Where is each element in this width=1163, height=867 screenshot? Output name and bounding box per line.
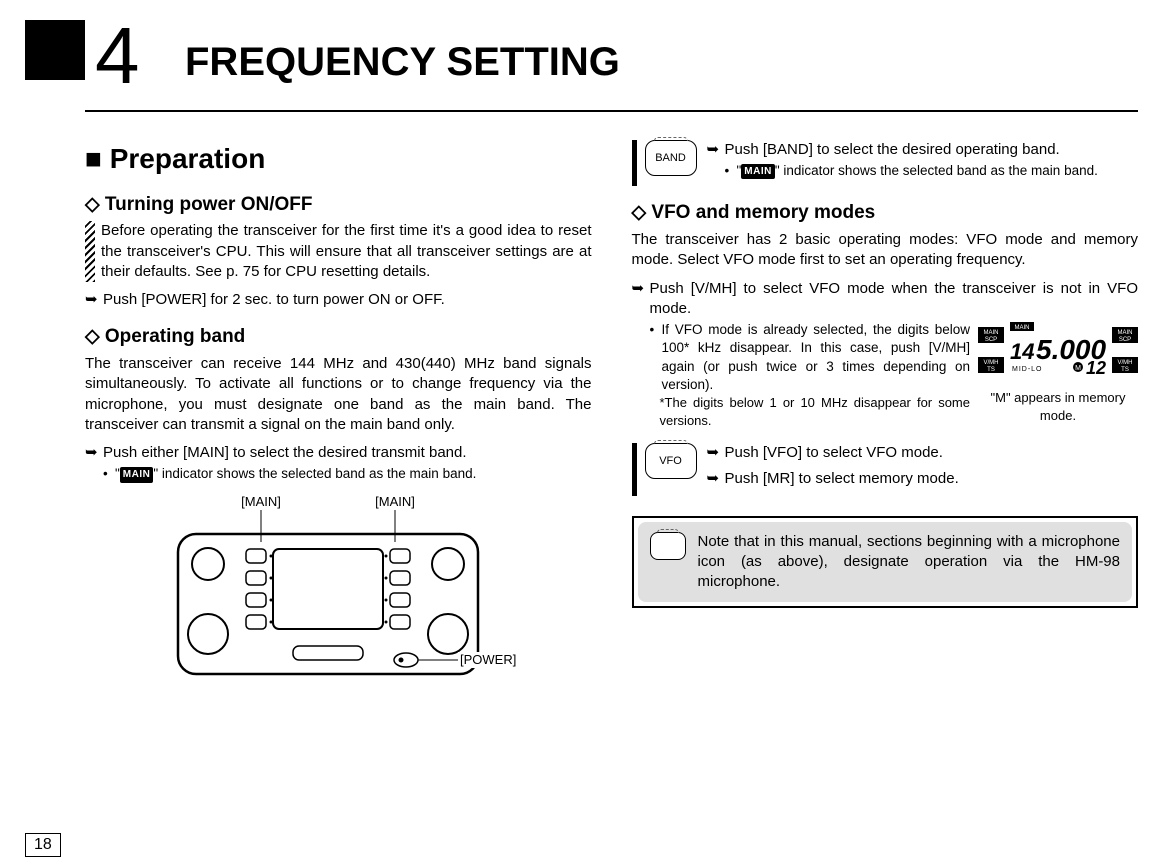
cpu-reset-text: Before operating the transceiver for the… — [101, 221, 592, 282]
main-indicator-text: " indicator shows the selected band as t… — [153, 466, 476, 481]
mic-icon — [650, 532, 686, 560]
main-badge-icon: MAIN — [741, 164, 775, 180]
svg-text:M: M — [1075, 365, 1081, 372]
arrow-icon: ➥ — [707, 443, 725, 463]
main-instruction: ➥ Push either [MAIN] to select the desir… — [85, 443, 592, 483]
main-right-label: [MAIN] — [375, 494, 415, 509]
svg-text:MAIN: MAIN — [984, 330, 999, 336]
arrow-icon: ➥ — [85, 443, 103, 483]
band-indicator-note: • "MAIN" indicator shows the selected ba… — [725, 162, 1139, 180]
power-label: [POWER] — [460, 652, 516, 667]
band-mic-row: BAND ➥ Push [BAND] to select the desired… — [632, 140, 1139, 186]
mr-select-text: Push [MR] to select memory mode. — [725, 469, 1139, 489]
vfo-mic-button-icon: VFO — [645, 443, 697, 479]
vmh-instruction: ➥ Push [V/MH] to select VFO mode when th… — [632, 279, 1139, 429]
left-column: ■ Preparation ◇ Turning power ON/OFF Bef… — [85, 140, 592, 817]
vfo-memory-para: The transceiver has 2 basic operating mo… — [632, 230, 1139, 271]
operating-band-para: The transceiver can receive 144 MHz and … — [85, 354, 592, 435]
microphone-note-text: Note that in this manual, sections begin… — [698, 532, 1121, 593]
power-instruction-text: Push [POWER] for 2 sec. to turn power ON… — [103, 290, 592, 310]
svg-text:TS: TS — [1121, 367, 1129, 373]
vfo-select-text: Push [VFO] to select VFO mode. — [725, 443, 1139, 463]
chapter-title: FREQUENCY SETTING — [185, 40, 620, 85]
main-left-label: [MAIN] — [241, 494, 281, 509]
svg-text:12: 12 — [1086, 358, 1106, 378]
vfo-mic-row: VFO ➥ Push [VFO] to select VFO mode. ➥ P… — [632, 443, 1139, 496]
turning-power-heading: ◇ Turning power ON/OFF — [85, 192, 592, 218]
svg-text:14: 14 — [1010, 339, 1034, 364]
vfo-memory-heading: ◇ VFO and memory modes — [632, 200, 1139, 226]
main-indicator-note: • "MAIN" indicator shows the selected ba… — [103, 465, 592, 483]
header-rule — [85, 110, 1138, 112]
chapter-tab — [25, 20, 85, 80]
arrow-icon: ➥ — [85, 290, 103, 310]
svg-text:MAIN: MAIN — [1015, 325, 1030, 331]
arrow-icon: ➥ — [707, 469, 725, 489]
arrow-icon: ➥ — [632, 279, 650, 429]
page-number: 18 — [25, 833, 61, 857]
operating-band-heading: ◇ Operating band — [85, 324, 592, 350]
svg-text:MID-LO: MID-LO — [1012, 366, 1043, 373]
microphone-note-box: Note that in this manual, sections begin… — [632, 516, 1139, 609]
main-instruction-text: Push either [MAIN] to select the desired… — [103, 443, 592, 463]
mhz-footnote: *The digits below 1 or 10 MHz disappear … — [660, 394, 971, 429]
vmh-instruction-text: Push [V/MH] to select VFO mode when the … — [650, 279, 1139, 320]
svg-text:V/MH: V/MH — [1118, 360, 1133, 366]
preparation-heading: ■ Preparation — [85, 140, 592, 178]
arrow-icon: ➥ — [707, 140, 725, 180]
right-column: BAND ➥ Push [BAND] to select the desired… — [632, 140, 1139, 817]
mic-marker-bar — [632, 140, 637, 186]
band-mic-button-icon: BAND — [645, 140, 697, 176]
hatched-bar-icon — [85, 221, 95, 282]
vfo-selected-note: • If VFO mode is already selected, the d… — [650, 321, 971, 394]
chapter-number: 4 — [95, 10, 140, 102]
power-instruction: ➥ Push [POWER] for 2 sec. to turn power … — [85, 290, 592, 310]
cpu-reset-note: Before operating the transceiver for the… — [85, 221, 592, 282]
band-instruction-text: Push [BAND] to select the desired operat… — [725, 140, 1139, 160]
radio-front-panel-figure: [MAIN] [MAIN] — [85, 494, 592, 704]
svg-text:V/MH: V/MH — [984, 360, 999, 366]
band-indicator-text: " indicator shows the selected band as t… — [775, 163, 1098, 178]
lcd-display-figure: MAIN SCP V/MH TS MAIN SCP V/MH TS — [978, 319, 1138, 429]
svg-text:SCP: SCP — [985, 337, 997, 343]
main-badge-icon: MAIN — [120, 467, 154, 483]
mic-marker-bar — [632, 443, 637, 496]
lcd-caption: "M" appears in memory mode. — [978, 389, 1138, 424]
svg-text:MAIN: MAIN — [1118, 330, 1133, 336]
svg-text:SCP: SCP — [1119, 337, 1131, 343]
svg-text:TS: TS — [987, 367, 995, 373]
